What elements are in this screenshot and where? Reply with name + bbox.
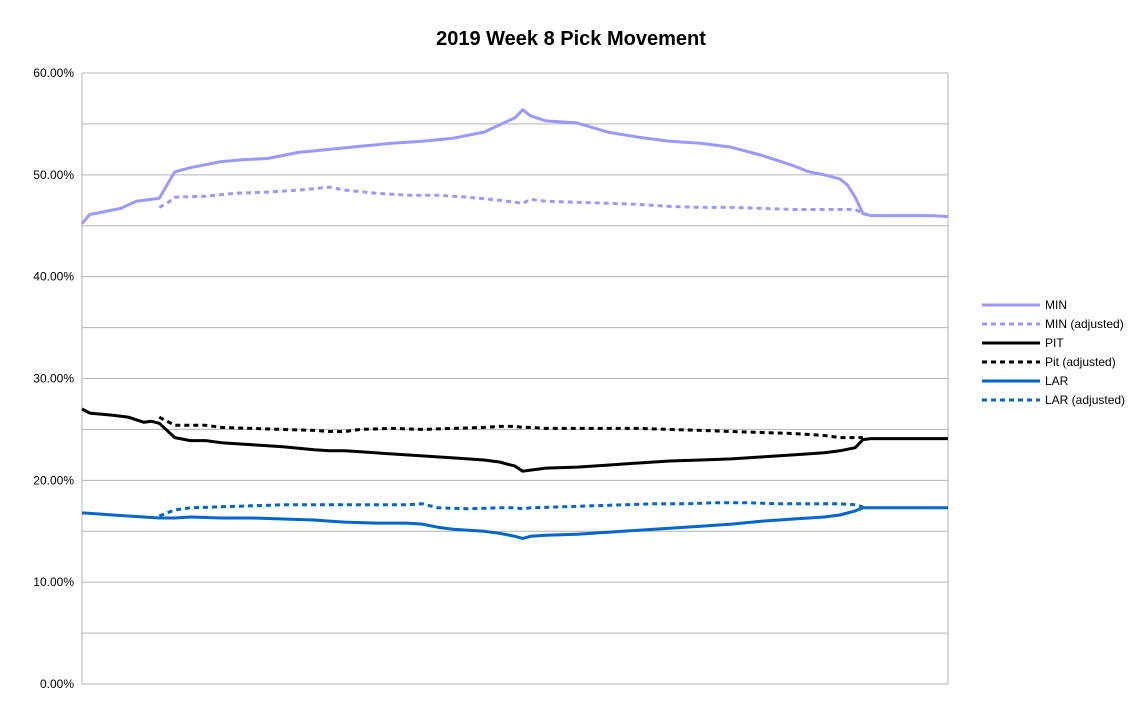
y-tick-label: 60.00%: [33, 66, 74, 80]
y-tick-label: 20.00%: [33, 473, 74, 487]
y-axis-tick-labels: 0.00% 10.00% 20.00% 30.00% 40.00% 50.00% 60.00…: [33, 66, 74, 691]
legend-label: MIN (adjusted): [1045, 317, 1124, 331]
series-line: [80, 108, 949, 225]
legend-label: LAR: [1045, 374, 1069, 388]
y-tick-label: 50.00%: [33, 168, 74, 182]
y-tick-label: 30.00%: [33, 372, 74, 386]
legend-label: PIT: [1045, 336, 1064, 350]
y-tick-label: 10.00%: [33, 575, 74, 589]
series-line: [158, 501, 864, 518]
legend-label: LAR (adjusted): [1045, 393, 1125, 407]
legend-label: Pit (adjusted): [1045, 355, 1116, 369]
y-tick-label: 0.00%: [40, 677, 74, 691]
series-line: [158, 185, 864, 215]
series-lines: [80, 108, 949, 540]
y-tick-label: 40.00%: [33, 270, 74, 284]
chart-title: 2019 Week 8 Pick Movement: [436, 28, 706, 50]
series-line: [81, 407, 948, 473]
legend: MIN MIN (adjusted) PIT Pit (adjusted) LAR LAR…: [982, 298, 1125, 407]
plot-area: [81, 72, 949, 685]
legend-label: MIN: [1045, 298, 1067, 312]
series-line: [81, 506, 948, 540]
series-line: [158, 415, 863, 440]
